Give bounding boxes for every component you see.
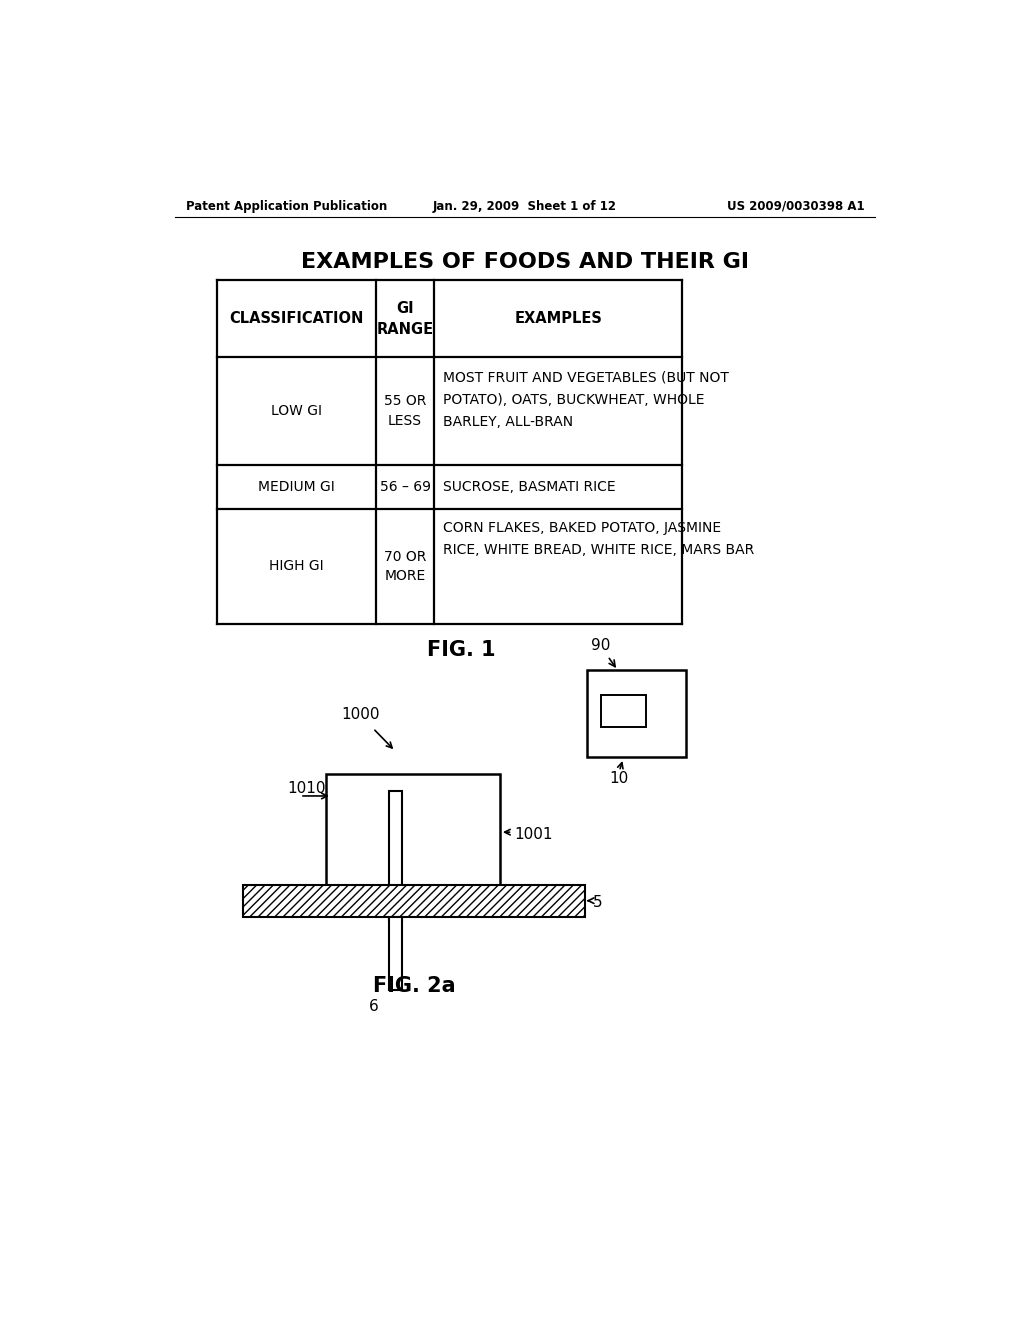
Text: 10: 10 xyxy=(609,771,629,785)
Text: 1010: 1010 xyxy=(287,780,326,796)
Text: 5: 5 xyxy=(593,895,603,911)
Bar xyxy=(601,696,646,727)
Text: Jan. 29, 2009  Sheet 1 of 12: Jan. 29, 2009 Sheet 1 of 12 xyxy=(433,199,616,213)
Text: HIGH GI: HIGH GI xyxy=(269,560,324,573)
Text: FIG. 1: FIG. 1 xyxy=(427,640,496,660)
Text: US 2009/0030398 A1: US 2009/0030398 A1 xyxy=(727,199,864,213)
Text: 1000: 1000 xyxy=(341,706,380,722)
Text: 70 OR
MORE: 70 OR MORE xyxy=(384,549,426,583)
Bar xyxy=(389,792,402,921)
Text: FIG. 2a: FIG. 2a xyxy=(374,977,456,997)
Text: EXAMPLES OF FOODS AND THEIR GI: EXAMPLES OF FOODS AND THEIR GI xyxy=(301,252,749,272)
Text: GI
RANGE: GI RANGE xyxy=(377,301,433,337)
Text: 90: 90 xyxy=(591,639,615,667)
Text: EXAMPLES: EXAMPLES xyxy=(514,312,602,326)
Text: 56 – 69: 56 – 69 xyxy=(380,479,430,494)
Text: 6: 6 xyxy=(369,999,379,1015)
Text: SUCROSE, BASMATI RICE: SUCROSE, BASMATI RICE xyxy=(443,479,616,494)
Text: 1001: 1001 xyxy=(514,826,553,842)
Bar xyxy=(389,917,402,990)
Bar xyxy=(326,775,500,911)
Text: MOST FRUIT AND VEGETABLES (BUT NOT
POTATO), OATS, BUCKWHEAT, WHOLE
BARLEY, ALL-B: MOST FRUIT AND VEGETABLES (BUT NOT POTAT… xyxy=(443,371,729,429)
Text: 55 OR
LESS: 55 OR LESS xyxy=(384,395,426,428)
Text: Patent Application Publication: Patent Application Publication xyxy=(186,199,387,213)
Text: MEDIUM GI: MEDIUM GI xyxy=(258,479,335,494)
Bar xyxy=(587,671,686,756)
Text: CORN FLAKES, BAKED POTATO, JASMINE
RICE, WHITE BREAD, WHITE RICE, MARS BAR: CORN FLAKES, BAKED POTATO, JASMINE RICE,… xyxy=(443,521,755,557)
Bar xyxy=(243,884,586,917)
Text: LOW GI: LOW GI xyxy=(271,404,323,418)
Text: CLASSIFICATION: CLASSIFICATION xyxy=(229,312,364,326)
